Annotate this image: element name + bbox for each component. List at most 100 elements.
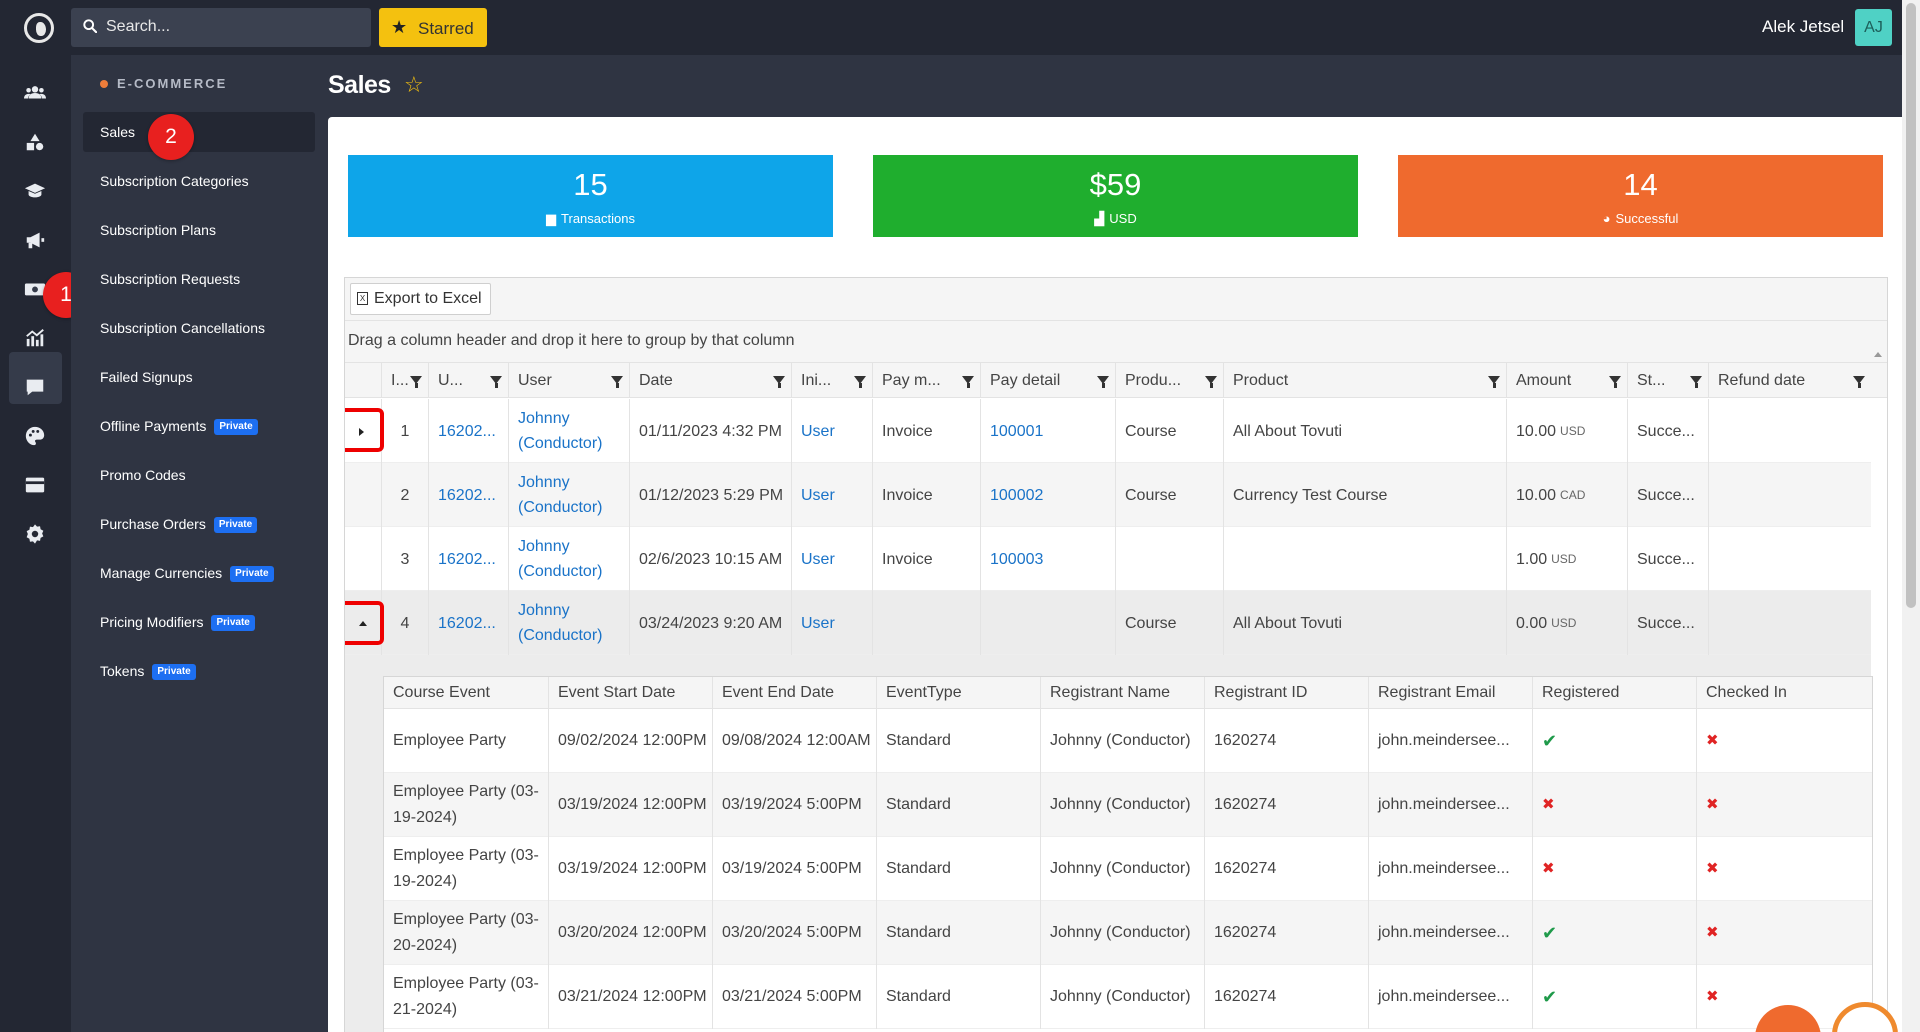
detail-row[interactable]: Employee Party (03-19-2024) 03/19/2024 12… [384, 773, 1872, 837]
cell-pay-detail[interactable]: 100002 [980, 463, 1115, 527]
cell-initiator[interactable]: User [791, 591, 872, 655]
filter-icon[interactable] [1205, 376, 1217, 388]
sidebar-item-sales[interactable]: Sales [83, 112, 315, 152]
table-row[interactable]: 3 16202... Johnny (Conductor) 02/6/2023 … [345, 527, 1871, 591]
cell-uid[interactable]: 16202... [428, 463, 508, 527]
page-scrollbar[interactable] [1902, 0, 1920, 1032]
cell-user[interactable]: Johnny (Conductor) [508, 463, 629, 527]
filter-icon[interactable] [1488, 376, 1500, 388]
table-row[interactable]: 1 16202... Johnny (Conductor) 01/11/2023… [345, 399, 1871, 463]
detail-column-event-type[interactable]: EventType [876, 677, 1040, 709]
column-header-product[interactable]: Product [1223, 363, 1506, 398]
user-name[interactable]: Alek Jetsel [1762, 17, 1845, 36]
column-header-pay-method[interactable]: Pay m... [872, 363, 980, 398]
cell-user[interactable]: Johnny (Conductor) [508, 591, 629, 655]
detail-cell-event-type: Standard [876, 709, 1040, 773]
users-icon[interactable] [24, 82, 46, 104]
cell-initiator[interactable]: User [791, 527, 872, 591]
chart-icon[interactable] [24, 327, 46, 349]
sidebar-item-tokens[interactable]: Tokens Private [83, 651, 315, 691]
detail-column-registrant-name[interactable]: Registrant Name [1040, 677, 1204, 709]
shapes-icon[interactable] [24, 131, 46, 153]
cell-uid[interactable]: 16202... [428, 527, 508, 591]
column-header-refund-date[interactable]: Refund date [1708, 363, 1871, 398]
detail-row[interactable]: Employee Party (03-20-2024) 03/20/2024 12… [384, 901, 1872, 965]
detail-cell-course-event[interactable]: Employee Party (03-21-2024) [393, 975, 539, 1018]
column-header-initiator[interactable]: Ini... [791, 363, 872, 398]
sidebar-item-pricing-modifiers[interactable]: Pricing Modifiers Private [83, 602, 315, 642]
cell-uid[interactable]: 16202... [428, 591, 508, 655]
detail-cell-course-event[interactable]: Employee Party [393, 732, 506, 749]
export-excel-button[interactable]: X Export to Excel [350, 283, 491, 315]
column-header-index[interactable]: I... [381, 363, 428, 398]
cell-initiator[interactable]: User [791, 399, 872, 463]
row-collapse-toggle[interactable] [345, 601, 384, 645]
sidebar-item-purchase-orders[interactable]: Purchase Orders Private [83, 504, 315, 544]
sidebar-item-failed-signups[interactable]: Failed Signups [100, 369, 193, 385]
graduation-cap-icon[interactable] [24, 180, 46, 202]
detail-cell-course-event[interactable]: Employee Party (03-20-2024) [393, 911, 539, 954]
filter-icon[interactable] [1853, 376, 1865, 388]
palette-icon[interactable] [24, 425, 46, 447]
detail-row[interactable]: Employee Party 09/02/2024 12:00PM 09/08/20… [384, 709, 1872, 773]
detail-column-event-end[interactable]: Event End Date [712, 677, 876, 709]
money-icon[interactable] [24, 278, 46, 300]
app-logo-icon[interactable] [24, 13, 54, 43]
comment-icon[interactable] [24, 376, 46, 398]
filter-icon[interactable] [1609, 376, 1621, 388]
detail-column-checked-in[interactable]: Checked In [1696, 677, 1872, 709]
search-input[interactable]: Search... [71, 8, 371, 47]
detail-column-registrant-email[interactable]: Registrant Email [1368, 677, 1532, 709]
filter-icon[interactable] [773, 376, 785, 388]
row-expand-toggle[interactable] [345, 408, 384, 452]
detail-column-registered[interactable]: Registered [1532, 677, 1696, 709]
avatar[interactable]: AJ [1855, 9, 1892, 46]
filter-icon[interactable] [1097, 376, 1109, 388]
filter-icon[interactable] [1690, 376, 1702, 388]
group-drop-area[interactable]: Drag a column header and drop it here to… [345, 321, 1887, 363]
detail-column-event-start[interactable]: Event Start Date [548, 677, 712, 709]
table-row[interactable]: 4 16202... Johnny (Conductor) 03/24/2023… [345, 591, 1871, 655]
detail-row[interactable]: Employee Party (03-21-2024) 03/21/2024 12… [384, 965, 1872, 1029]
sidebar-item-subscription-cancellations[interactable]: Subscription Cancellations [100, 320, 265, 336]
scrollbar-thumb[interactable] [1906, 3, 1916, 608]
sidebar-item-offline-payments[interactable]: Offline Payments Private [83, 406, 315, 446]
column-header-date[interactable]: Date [629, 363, 791, 398]
filter-icon[interactable] [962, 376, 974, 388]
starred-button[interactable]: ★ Starred [379, 8, 487, 47]
column-header-status[interactable]: St... [1627, 363, 1708, 398]
detail-column-course-event[interactable]: Course Event [393, 684, 490, 701]
megaphone-icon[interactable] [24, 229, 46, 251]
cell-pay-detail[interactable]: 100001 [980, 399, 1115, 463]
column-header-product-type[interactable]: Produ... [1115, 363, 1223, 398]
cell-initiator[interactable]: User [791, 463, 872, 527]
detail-cell-course-event[interactable]: Employee Party (03-19-2024) [393, 783, 539, 826]
cell-pay-detail[interactable]: 100003 [980, 527, 1115, 591]
filter-icon[interactable] [854, 376, 866, 388]
sidebar-item-subscription-requests[interactable]: Subscription Requests [100, 271, 241, 287]
detail-column-registrant-id[interactable]: Registrant ID [1204, 677, 1368, 709]
detail-row[interactable]: Employee Party (03-19-2024) 03/19/2024 12… [384, 837, 1872, 901]
cell-pay-detail[interactable] [980, 591, 1115, 655]
sidebar-item-subscription-categories[interactable]: Subscription Categories [100, 173, 249, 189]
column-header-uid[interactable]: U... [428, 363, 508, 398]
sidebar-item-manage-currencies[interactable]: Manage Currencies Private [83, 553, 315, 593]
scroll-up-icon[interactable] [1874, 352, 1882, 357]
gear-icon[interactable] [24, 523, 46, 545]
cell-user[interactable]: Johnny (Conductor) [508, 399, 629, 463]
filter-icon[interactable] [611, 376, 623, 388]
sidebar-item-promo-codes[interactable]: Promo Codes [100, 467, 186, 483]
cell-uid[interactable]: 16202... [428, 399, 508, 463]
filter-icon[interactable] [490, 376, 502, 388]
card-icon[interactable] [24, 474, 46, 496]
grid-scrollbar[interactable] [1869, 350, 1887, 950]
column-header-amount[interactable]: Amount [1506, 363, 1627, 398]
column-header-user[interactable]: User [508, 363, 629, 398]
filter-icon[interactable] [410, 376, 422, 388]
column-header-pay-detail[interactable]: Pay detail [980, 363, 1115, 398]
detail-cell-course-event[interactable]: Employee Party (03-19-2024) [393, 847, 539, 890]
sidebar-item-subscription-plans[interactable]: Subscription Plans [100, 222, 216, 238]
table-row[interactable]: 2 16202... Johnny (Conductor) 01/12/2023… [345, 463, 1871, 527]
cell-user[interactable]: Johnny (Conductor) [508, 527, 629, 591]
favorite-star-icon[interactable]: ☆ [404, 72, 424, 97]
